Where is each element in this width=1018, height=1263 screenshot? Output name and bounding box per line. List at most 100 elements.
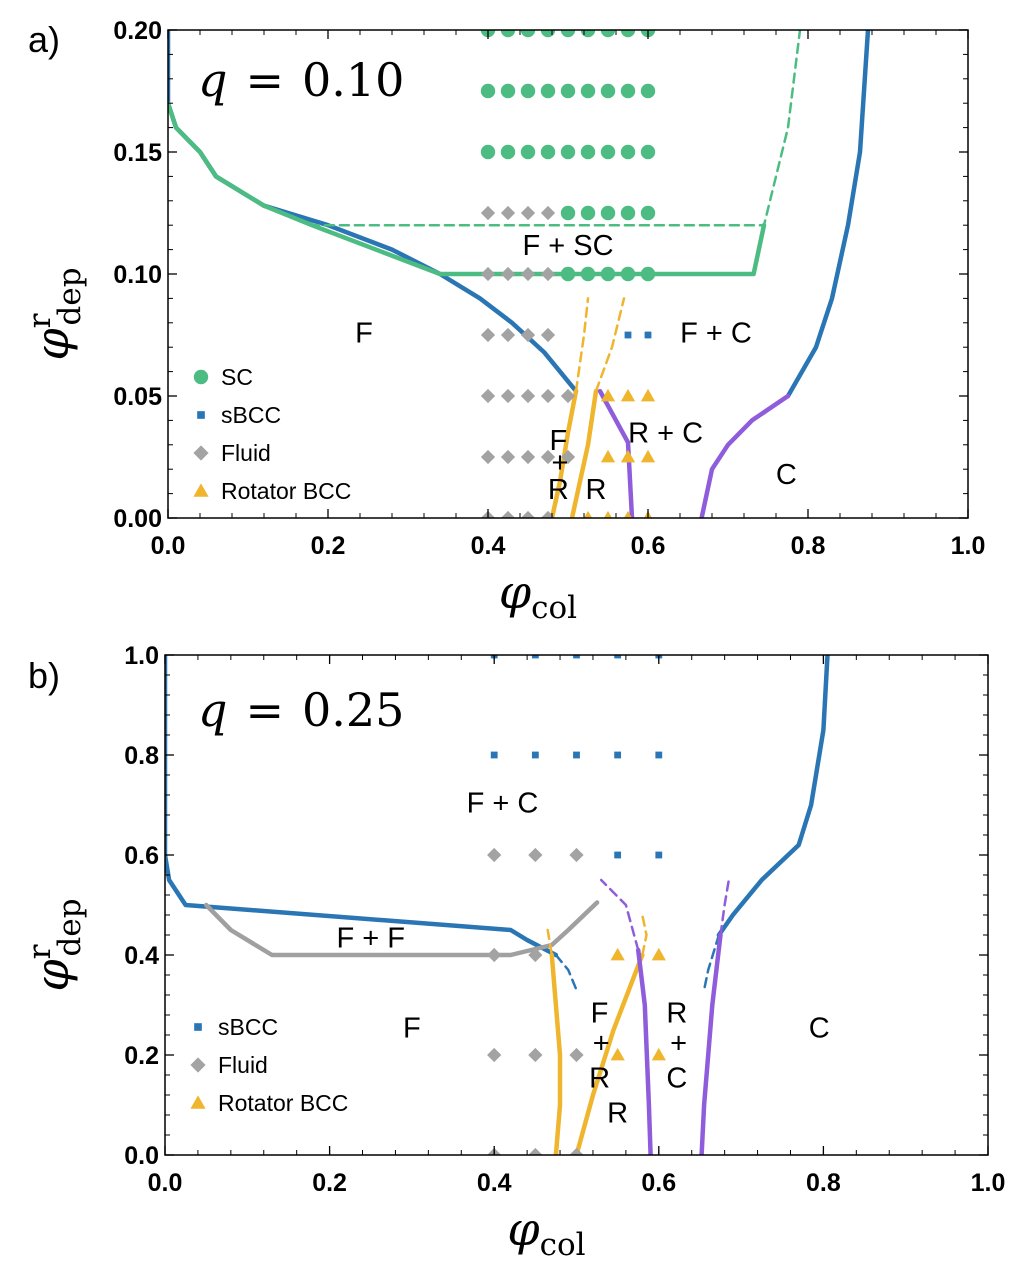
region-label: F + C (680, 318, 752, 350)
title-variable: q (198, 53, 227, 107)
purple-dashed-boundary-line (719, 878, 731, 937)
fluid-point (520, 266, 536, 282)
fluid-point (480, 327, 496, 343)
rotator-dashed-boundary-line (641, 913, 648, 957)
region-label: F (550, 425, 568, 457)
panel-label: a) (28, 19, 60, 60)
fluid-point (500, 266, 516, 282)
sc-point (620, 144, 636, 160)
legend-label: Rotator BCC (218, 1090, 348, 1116)
y-tick-label: 0.20 (113, 17, 162, 45)
fluid-point (480, 205, 496, 221)
legend-label: Fluid (218, 1052, 268, 1078)
sbcc-point (655, 751, 663, 759)
sc-point (560, 205, 576, 221)
region-label: F (355, 318, 373, 350)
title-equals: = (245, 53, 284, 107)
plot-area (165, 655, 830, 1155)
sc-point (540, 144, 556, 160)
rotator-bcc-point (640, 388, 656, 402)
purple-dashed-boundary-line (599, 878, 640, 952)
sc-point (480, 83, 496, 99)
fluid-point (480, 388, 496, 404)
region-label: C (776, 459, 797, 491)
sc-point (580, 205, 596, 221)
fluid-point (487, 947, 502, 963)
x-tick-label: 0.8 (806, 1169, 841, 1197)
sc-point (580, 266, 596, 282)
region-label: F (403, 1013, 421, 1045)
sc-point (600, 144, 616, 160)
y-axis-label-sup: r (22, 944, 58, 959)
legend-marker-triangle (190, 1095, 206, 1109)
fluid-point (540, 388, 556, 404)
title-variable: q (198, 683, 227, 737)
fluid-point (520, 388, 536, 404)
legend-marker-diamond (193, 445, 209, 461)
y-tick-label: 0.00 (113, 505, 162, 533)
fluid-point (520, 510, 536, 518)
fluid-point (520, 327, 536, 343)
region-label: + (552, 447, 569, 479)
y-tick-label: 0.8 (124, 742, 159, 770)
legend-marker-triangle (193, 483, 209, 497)
rotator-solid-boundary-line (569, 388, 599, 518)
rotator-bcc-point (603, 510, 613, 518)
fluid-point (569, 847, 584, 863)
y-tick-label: 0.15 (113, 139, 162, 167)
y-tick-label: 0.10 (113, 261, 162, 289)
y-axis-label: φrdep (22, 898, 88, 991)
sc-point (500, 144, 516, 160)
x-tick-label: 0.0 (148, 1169, 183, 1197)
region-label: R (607, 1098, 628, 1130)
region-label: R + C (628, 418, 703, 450)
rotator-bcc-point (640, 449, 656, 463)
region-label: R (589, 1063, 610, 1095)
rotator-dashed-boundary-line (574, 297, 590, 393)
rotator-bcc-point (600, 388, 616, 402)
rotator-bcc-point (583, 510, 593, 518)
green-dashed-boundary-line (168, 30, 802, 227)
y-axis-label-base: φ (25, 328, 79, 361)
y-tick-label: 0.4 (124, 942, 159, 970)
sc-point (560, 83, 576, 99)
sc-point (560, 144, 576, 160)
legend-marker-diamond (190, 1057, 206, 1073)
x-tick-label: 0.6 (631, 532, 666, 560)
sc-point (620, 83, 636, 99)
rotator-bcc-point (651, 1047, 666, 1061)
fluid-point (528, 947, 543, 963)
legend-marker-circle (193, 369, 209, 385)
y-tick-label: 1.0 (124, 642, 159, 670)
legend-label: Rotator BCC (221, 478, 351, 504)
sc-point (520, 144, 536, 160)
fluid-point (528, 1147, 543, 1155)
legend-label: sBCC (218, 1014, 278, 1040)
x-tick-label: 1.0 (971, 1169, 1006, 1197)
panel-b: F + FF + CF CRF+RR+C0.0 0.2 0.4 0.6 0.8 1.00.0… (22, 642, 1005, 1263)
x-axis-label: φcol (507, 1202, 585, 1263)
fluid-point (480, 266, 496, 282)
title-equals: = (245, 683, 284, 737)
x-tick-label: 0.6 (641, 1169, 676, 1197)
x-tick-label: 1.0 (951, 532, 986, 560)
sc-point (500, 30, 516, 38)
fluid-point (520, 205, 536, 221)
fluid-point (500, 205, 516, 221)
rotator-bcc-point (600, 449, 616, 463)
fluid-point (569, 1047, 584, 1063)
sc-point (620, 205, 636, 221)
sc-point (560, 30, 576, 38)
sc-point (480, 144, 496, 160)
sbcc-point (655, 851, 663, 859)
y-axis-label-sub: dep (52, 267, 88, 325)
region-label: F (591, 998, 609, 1030)
x-axis-label-sub: col (531, 590, 577, 626)
sc-point (640, 144, 656, 160)
y-axis-label-sub: dep (52, 898, 88, 956)
x-tick-label: 0.2 (312, 1169, 347, 1197)
x-axis-label-base: φ (499, 565, 532, 619)
sc-point (640, 266, 656, 282)
title-value: 0.25 (302, 683, 404, 737)
fluid-point (480, 449, 496, 465)
